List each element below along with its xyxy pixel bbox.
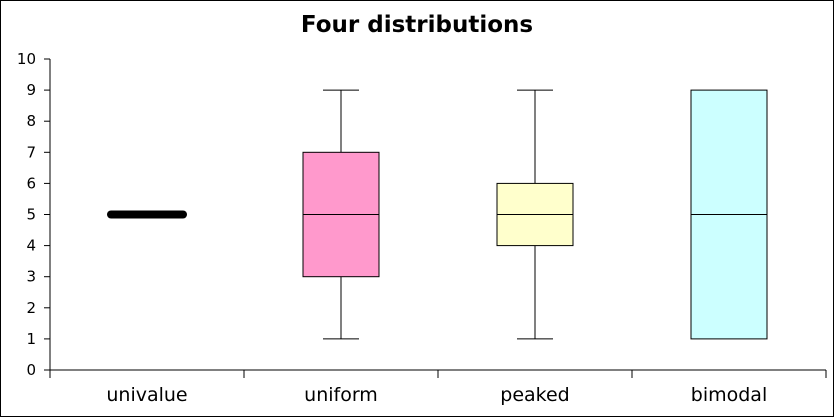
y-tick-label: 7 — [26, 143, 36, 161]
y-tick-label: 1 — [26, 330, 36, 348]
y-tick-label: 8 — [26, 112, 36, 130]
y-tick-label: 0 — [26, 361, 36, 379]
y-tick-label: 9 — [26, 81, 36, 99]
plot-area: 0 1 2 3 4 5 6 7 8 9 10 univalue uniform peaked bimodal — [17, 50, 827, 406]
y-tick-label: 5 — [26, 206, 36, 224]
y-tick-label: 4 — [26, 237, 36, 255]
y-tick-label: 6 — [26, 174, 36, 192]
x-tick-label: bimodal — [691, 384, 767, 406]
y-tick-label: 2 — [26, 299, 36, 317]
chart-title: Four distributions — [301, 12, 533, 38]
y-tick-label: 10 — [17, 50, 36, 68]
x-tick-label: peaked — [500, 384, 569, 406]
y-tick-label: 3 — [26, 268, 36, 286]
x-tick-label: uniform — [304, 384, 378, 406]
x-tick-label: univalue — [106, 384, 187, 406]
